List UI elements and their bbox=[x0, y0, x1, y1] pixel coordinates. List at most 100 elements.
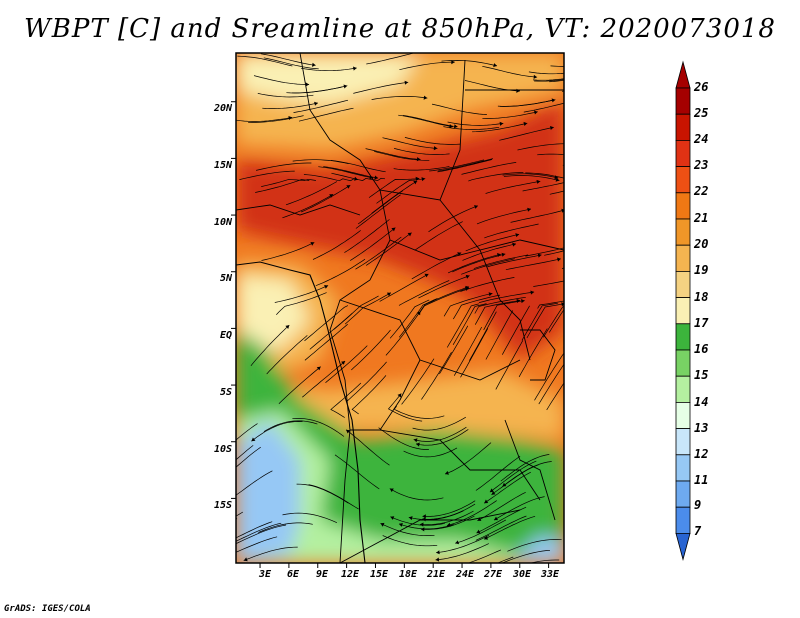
streamline bbox=[438, 158, 493, 172]
streamline bbox=[465, 234, 520, 252]
streamline bbox=[446, 303, 479, 348]
streamline-arrowhead bbox=[554, 175, 559, 180]
colorbar-segment bbox=[675, 87, 691, 115]
streamline-arrowhead bbox=[536, 179, 541, 184]
streamline bbox=[278, 366, 321, 405]
colorbar-label: 7 bbox=[694, 524, 702, 538]
streamline bbox=[468, 172, 524, 182]
y-tick-label: 5S bbox=[219, 387, 232, 398]
streamline-arrowhead bbox=[399, 523, 403, 527]
colorbar-segment bbox=[675, 323, 691, 351]
streamline bbox=[251, 421, 303, 442]
streamline-arrowhead bbox=[512, 242, 516, 247]
streamline-arrowhead bbox=[533, 74, 538, 79]
streamline-arrowhead bbox=[390, 516, 395, 520]
streamline-arrowhead bbox=[602, 60, 606, 64]
streamline bbox=[507, 539, 562, 552]
streamline-arrowhead bbox=[474, 205, 478, 209]
streamline bbox=[479, 291, 535, 303]
y-ticks bbox=[231, 101, 236, 499]
streamline bbox=[533, 280, 564, 287]
colorbar-label: 9 bbox=[694, 498, 702, 512]
streamline bbox=[366, 232, 412, 266]
streamline bbox=[351, 329, 391, 371]
streamline bbox=[236, 522, 237, 523]
streamline-arrowhead bbox=[501, 252, 506, 257]
border-line bbox=[504, 419, 556, 521]
streamline bbox=[500, 454, 550, 482]
streamline-arrowhead bbox=[574, 178, 578, 182]
border-line bbox=[520, 329, 556, 381]
streamline bbox=[257, 93, 314, 98]
streamline-arrowhead bbox=[521, 299, 525, 304]
streamline bbox=[522, 182, 564, 192]
border-line bbox=[419, 359, 521, 381]
streamline-arrowhead bbox=[415, 176, 420, 181]
streamline-arrowhead bbox=[445, 470, 449, 475]
x-tick-label: 24E bbox=[455, 569, 475, 580]
border-line bbox=[439, 199, 564, 251]
border-line bbox=[299, 53, 381, 191]
streamline bbox=[483, 471, 531, 504]
streamline-arrowhead bbox=[565, 357, 569, 361]
plot-frame bbox=[235, 52, 565, 564]
y-tick-label: EQ bbox=[219, 330, 232, 341]
streamline bbox=[561, 267, 564, 269]
streamline bbox=[503, 175, 560, 181]
streamline bbox=[325, 345, 368, 383]
y-tick-label: 20N bbox=[213, 103, 232, 114]
colorbar-segment bbox=[675, 349, 691, 377]
streamline bbox=[414, 221, 463, 251]
streamline bbox=[485, 310, 514, 360]
streamline-arrowhead bbox=[184, 540, 188, 544]
streamline-arrowhead bbox=[420, 522, 424, 527]
streamline bbox=[382, 137, 438, 149]
streamline bbox=[525, 247, 564, 257]
colorbar-segment bbox=[675, 113, 691, 141]
x-tick-label: 12E bbox=[340, 569, 360, 580]
streamline bbox=[462, 243, 517, 261]
colorbar-label: 15 bbox=[694, 368, 709, 382]
colorbar-segment bbox=[675, 506, 691, 534]
x-tick-label: 30E bbox=[512, 569, 532, 580]
streamline-arrowhead bbox=[389, 488, 394, 493]
streamline bbox=[518, 328, 548, 378]
streamline bbox=[412, 416, 466, 431]
colorbar-segment bbox=[675, 428, 691, 456]
x-tick-label: 15E bbox=[369, 569, 389, 580]
streamline-arrowhead bbox=[314, 101, 318, 106]
streamline-arrowhead bbox=[476, 529, 481, 534]
streamline bbox=[435, 543, 489, 561]
streamline-arrowhead bbox=[600, 71, 604, 75]
colorbar bbox=[675, 60, 691, 561]
streamline bbox=[428, 205, 479, 233]
streamline bbox=[309, 312, 353, 350]
streamline-arrowhead bbox=[285, 325, 290, 329]
streamline-arrowhead bbox=[484, 535, 489, 540]
streamline bbox=[253, 75, 310, 85]
streamline bbox=[543, 306, 564, 338]
streamline bbox=[318, 166, 374, 179]
colorbar-label: 21 bbox=[694, 211, 709, 225]
streamline-arrowhead bbox=[324, 285, 329, 289]
x-tick-label: 27E bbox=[483, 569, 503, 580]
streamline bbox=[502, 173, 559, 179]
streamline bbox=[476, 208, 532, 225]
streamline-arrowhead bbox=[436, 550, 440, 555]
streamline-arrowhead bbox=[515, 233, 520, 238]
streamline bbox=[499, 126, 554, 141]
streamline-arrowhead bbox=[288, 116, 293, 120]
streamline bbox=[525, 172, 564, 179]
streamline bbox=[282, 193, 334, 219]
streamline-arrowhead bbox=[346, 185, 351, 189]
streamline bbox=[476, 506, 527, 534]
streamline bbox=[469, 311, 497, 361]
y-tick-label: 10S bbox=[213, 444, 232, 455]
streamline bbox=[371, 180, 418, 214]
streamline bbox=[419, 286, 470, 312]
streamline-arrowhead bbox=[494, 516, 498, 521]
streamline bbox=[418, 275, 470, 299]
streamline bbox=[474, 296, 526, 314]
streamline-arrowhead bbox=[493, 63, 497, 68]
